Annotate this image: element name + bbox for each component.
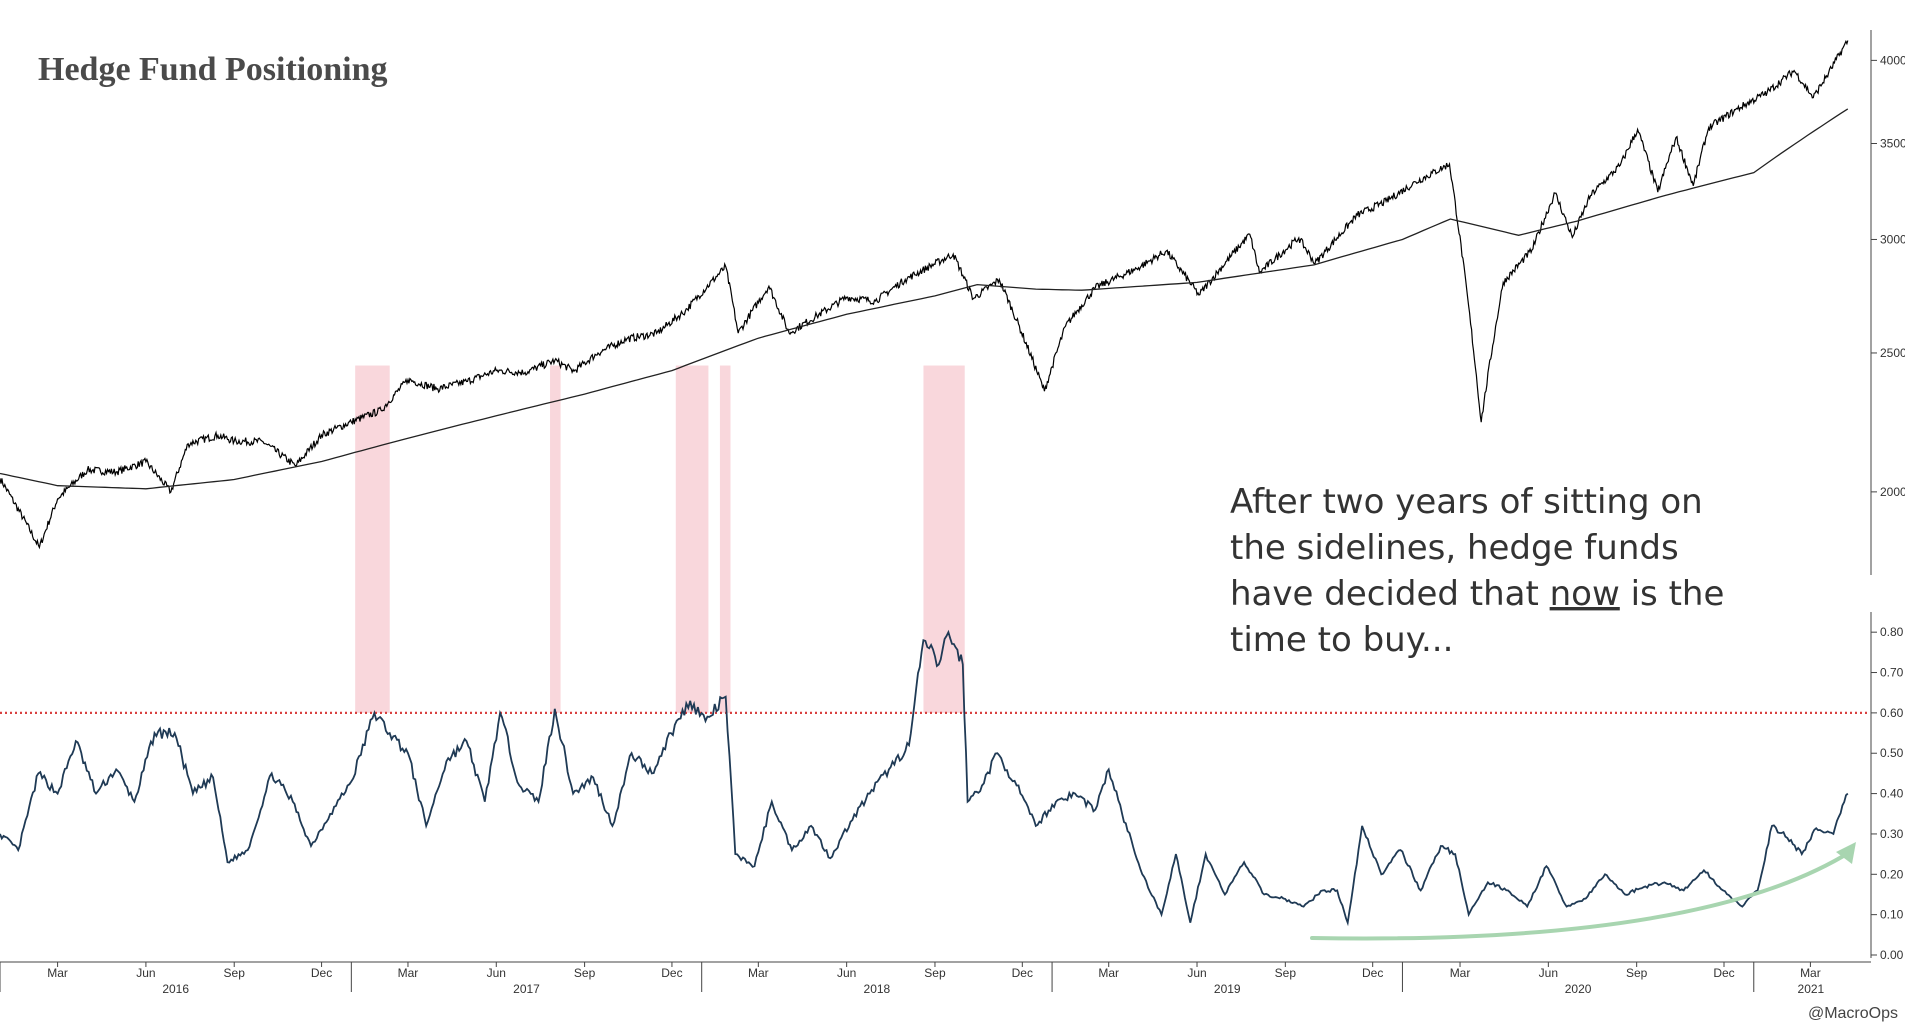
month-tick-label: Dec	[1713, 966, 1734, 980]
month-tick-label: Mar	[1800, 966, 1821, 980]
lower-ytick-label: 0.30	[1880, 827, 1904, 841]
lower-ytick-label: 0.40	[1880, 787, 1904, 801]
chart-title: Hedge Fund Positioning	[38, 51, 388, 88]
month-tick-label: Mar	[47, 966, 68, 980]
month-tick-label: Sep	[924, 966, 946, 980]
annotation-line: time to buy...	[1230, 620, 1453, 660]
lower-ytick-label: 0.20	[1880, 867, 1904, 881]
lower-ytick-label: 0.70	[1880, 666, 1904, 680]
annotation: After two years of sitting on the sidelin…	[1230, 482, 1856, 941]
month-tick-label: Sep	[224, 966, 246, 980]
highlight-band	[550, 365, 561, 713]
annotation-text: time to buy...	[1230, 620, 1453, 660]
price-panel	[0, 39, 1849, 550]
month-tick-label: Mar	[1098, 966, 1119, 980]
month-tick-label: Dec	[661, 966, 682, 980]
upper-ytick-label: 3500	[1880, 136, 1905, 150]
highlight-band	[355, 365, 390, 713]
annotation-text: After two years of sitting on	[1230, 482, 1703, 522]
highlight-band	[719, 365, 731, 713]
upper-ytick-label: 2000	[1880, 485, 1905, 499]
year-label: 2021	[1798, 982, 1825, 996]
lower-ytick-label: 0.00	[1880, 948, 1904, 962]
year-label: 2018	[864, 982, 891, 996]
annotation-text: the sidelines, hedge funds	[1230, 528, 1679, 568]
upper-ytick-label: 4000	[1880, 53, 1905, 67]
rising-arrow	[1310, 850, 1852, 941]
month-tick-label: Jun	[487, 966, 506, 980]
month-tick-label: Jun	[837, 966, 856, 980]
month-tick-label: Sep	[1275, 966, 1297, 980]
month-tick-label: Jun	[136, 966, 155, 980]
month-tick-label: Mar	[398, 966, 419, 980]
highlight-bands	[355, 365, 965, 713]
month-tick-label: Mar	[1450, 966, 1471, 980]
month-tick-label: Jun	[1187, 966, 1206, 980]
month-tick-label: Jun	[1539, 966, 1558, 980]
credit-label: @MacroOps	[1808, 1005, 1898, 1022]
annotation-text: have decided that	[1230, 574, 1550, 614]
annotation-line: the sidelines, hedge funds	[1230, 528, 1679, 568]
lower-ytick-label: 0.60	[1880, 706, 1904, 720]
arrow-head	[1836, 842, 1856, 864]
month-tick-label: Sep	[574, 966, 596, 980]
month-tick-label: Mar	[748, 966, 769, 980]
price-line	[0, 39, 1849, 550]
axes: 4000 3500 3000 2500 2000 0.80 0.70 0.60 0.50 0.40…	[0, 30, 1905, 996]
positioning-line	[0, 629, 1849, 927]
month-tick-label: Dec	[311, 966, 332, 980]
annotation-emphasis: now	[1550, 574, 1620, 614]
upper-ytick-label: 3000	[1880, 232, 1905, 246]
highlight-band	[675, 365, 709, 713]
year-label: 2019	[1214, 982, 1241, 996]
lower-ytick-label: 0.50	[1880, 746, 1904, 760]
moving-average-line	[0, 108, 1849, 490]
upper-ytick-label: 2500	[1880, 346, 1905, 360]
year-label: 2020	[1565, 982, 1592, 996]
lower-ytick-label: 0.80	[1880, 625, 1904, 639]
month-tick-label: Dec	[1362, 966, 1383, 980]
lower-ytick-label: 0.10	[1880, 908, 1904, 922]
month-tick-label: Sep	[1626, 966, 1648, 980]
positioning-panel	[0, 629, 1868, 927]
year-label: 2016	[162, 982, 189, 996]
month-tick-label: Dec	[1012, 966, 1033, 980]
annotation-text: is the	[1620, 574, 1725, 614]
annotation-line: After two years of sitting on	[1230, 482, 1703, 522]
annotation-line: have decided that now is the	[1230, 574, 1724, 614]
year-label: 2017	[513, 982, 540, 996]
